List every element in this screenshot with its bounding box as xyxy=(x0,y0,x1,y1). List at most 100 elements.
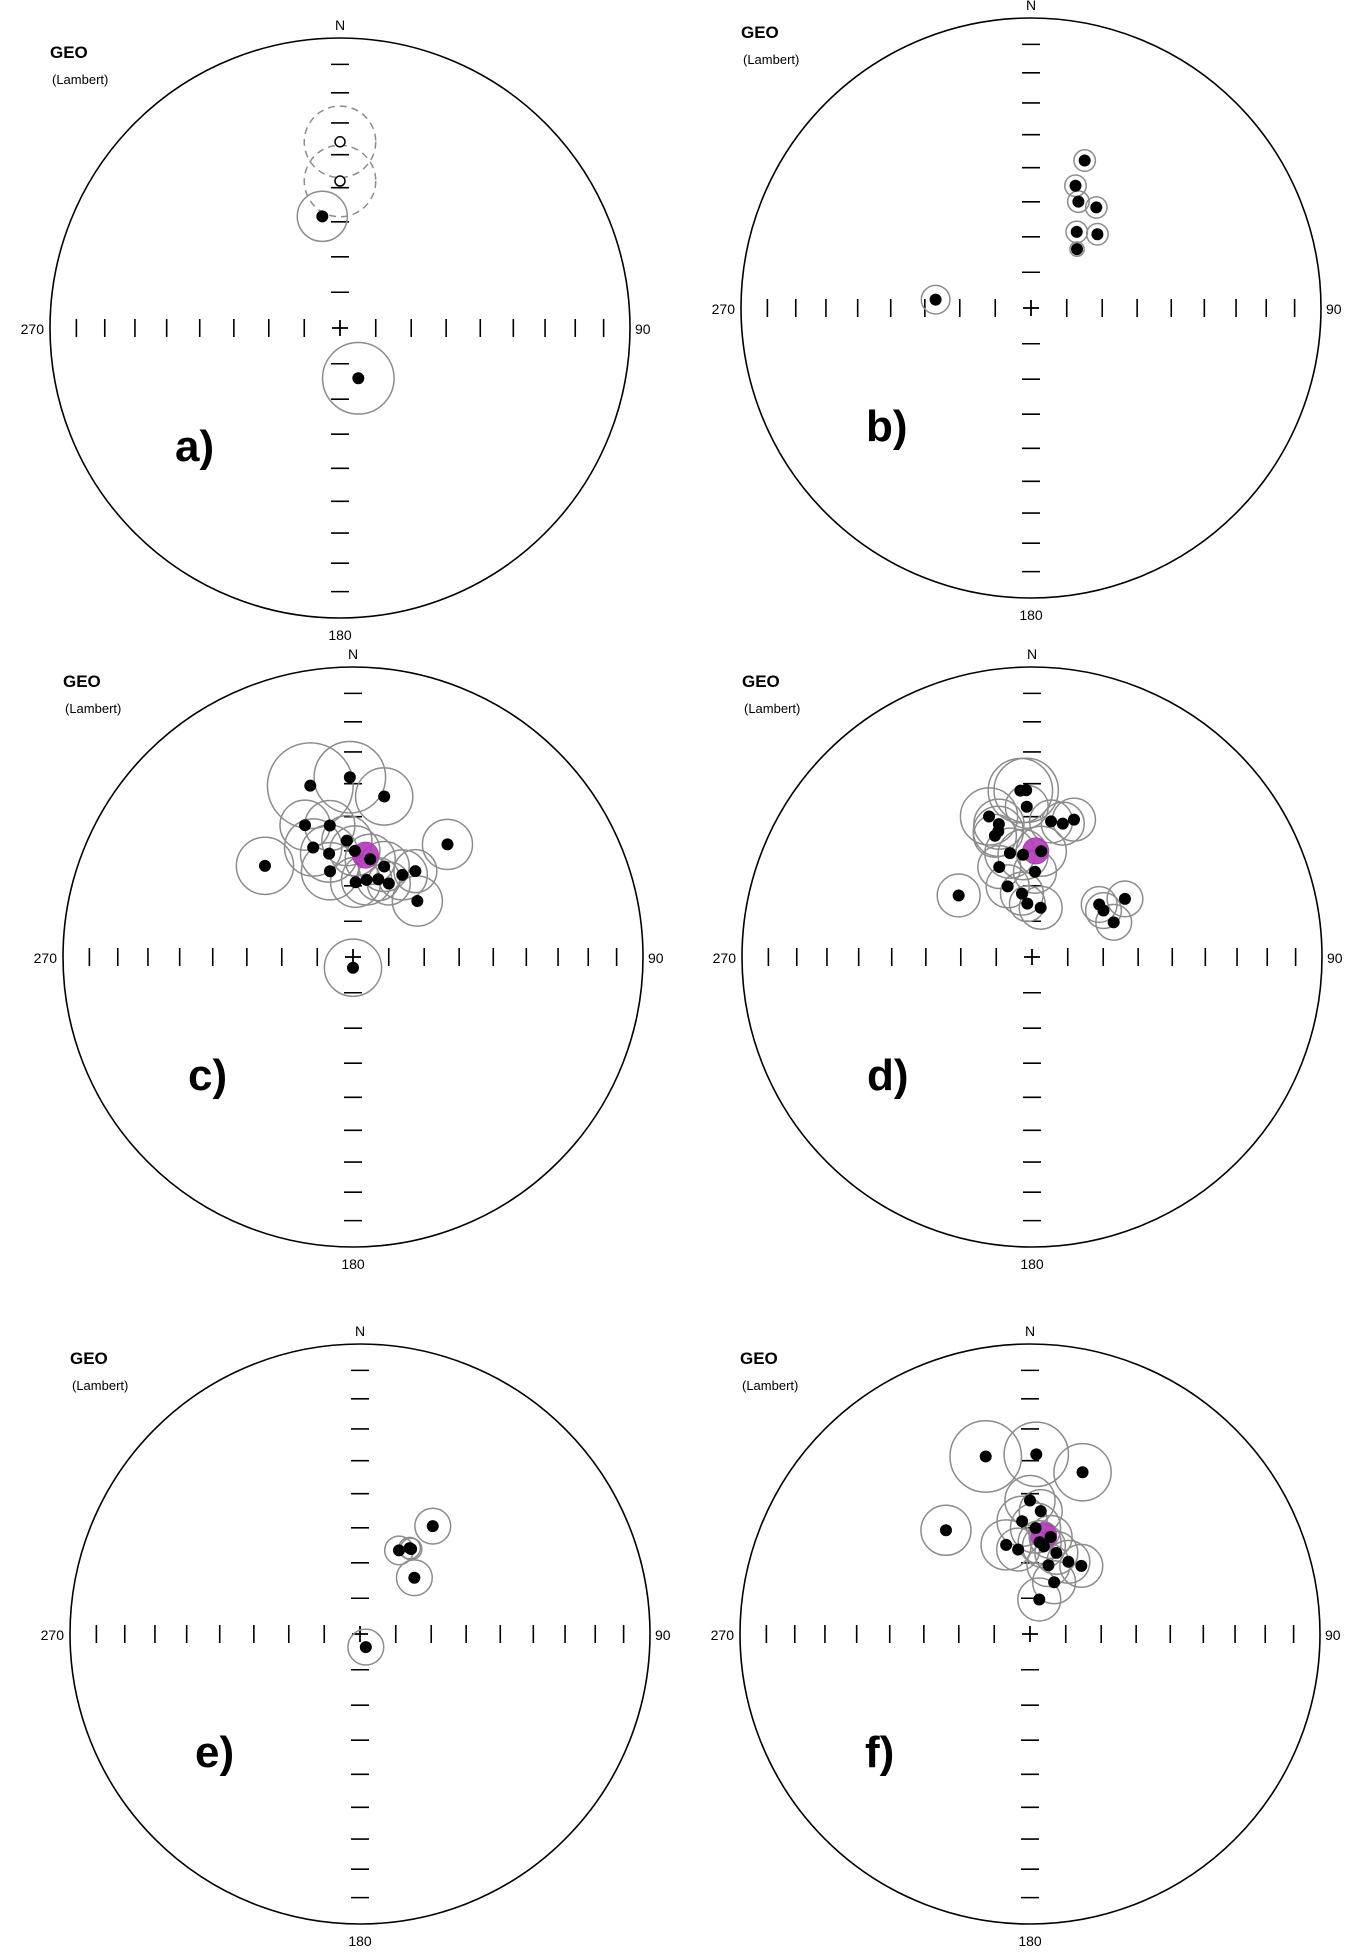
projection-sublabel: (Lambert) xyxy=(65,701,121,716)
confidence-circle xyxy=(1095,903,1133,941)
confidence-circle xyxy=(972,813,1018,859)
direction-point xyxy=(352,372,365,385)
confidence-circle xyxy=(1084,891,1123,930)
confidence-circle xyxy=(1106,880,1144,918)
primitive-circle xyxy=(739,1343,1321,1925)
direction-point xyxy=(1042,1559,1055,1572)
direction-point xyxy=(1029,1521,1042,1534)
direction-point xyxy=(348,844,361,857)
stereonet-panel-2: N 180 90 270 GEO (Lambert) b) xyxy=(712,0,1342,623)
direction-points xyxy=(316,136,365,385)
projection-label: GEO xyxy=(741,23,779,42)
direction-point xyxy=(378,790,391,803)
confidence-circle xyxy=(313,740,387,814)
label-north: N xyxy=(1026,0,1036,13)
label-east: 90 xyxy=(648,950,664,966)
direction-points xyxy=(359,1520,439,1654)
direction-point xyxy=(952,889,965,902)
label-west: 270 xyxy=(21,321,45,337)
label-west: 270 xyxy=(711,1627,735,1643)
label-south: 180 xyxy=(348,1933,372,1949)
primitive-circle xyxy=(49,37,631,619)
direction-point xyxy=(1091,228,1104,241)
direction-point-open xyxy=(334,136,346,148)
label-north: N xyxy=(1027,646,1037,662)
confidence-circle xyxy=(920,1504,972,1557)
direction-point xyxy=(360,873,373,886)
direction-point xyxy=(409,865,422,878)
direction-point xyxy=(1097,904,1110,917)
confidence-circle xyxy=(1073,149,1097,173)
confidence-circle xyxy=(1008,885,1046,923)
confidence-circle xyxy=(283,818,343,877)
direction-point xyxy=(1017,848,1030,861)
axis-ticks xyxy=(766,43,1296,573)
label-south: 180 xyxy=(341,1256,365,1272)
direction-points xyxy=(929,154,1104,306)
direction-point xyxy=(340,834,353,847)
direction-point xyxy=(426,1520,439,1533)
direction-point xyxy=(364,853,377,866)
direction-point xyxy=(347,961,359,974)
direction-point xyxy=(1107,916,1120,929)
direction-point xyxy=(1075,1559,1088,1572)
label-east: 90 xyxy=(655,1627,671,1643)
confidence-circle xyxy=(235,836,295,896)
direction-points xyxy=(939,1448,1089,1606)
direction-point xyxy=(316,210,329,223)
direction-points xyxy=(258,771,454,974)
direction-point xyxy=(408,1571,421,1584)
direction-point xyxy=(1034,901,1047,914)
primitive-circle xyxy=(69,1343,651,1925)
label-east: 90 xyxy=(1327,950,1343,966)
confidence-circle xyxy=(1040,801,1086,846)
direction-point xyxy=(411,895,424,908)
direction-point xyxy=(258,859,271,872)
panel-label: f) xyxy=(865,1728,894,1777)
axis-ticks xyxy=(767,692,1297,1222)
confidence-circle xyxy=(993,757,1060,824)
label-south: 180 xyxy=(1020,1256,1044,1272)
direction-point xyxy=(382,877,395,890)
direction-point xyxy=(1016,1515,1029,1528)
direction-point xyxy=(323,819,336,832)
label-south: 180 xyxy=(1019,607,1043,623)
label-north: N xyxy=(335,17,345,33)
projection-label: GEO xyxy=(70,1349,108,1368)
direction-point xyxy=(1033,1593,1046,1606)
direction-point xyxy=(349,876,362,889)
confidence-circle xyxy=(977,844,1022,890)
direction-point xyxy=(372,873,385,886)
confidence-circles xyxy=(936,757,1144,941)
confidence-circle xyxy=(354,767,414,826)
direction-point xyxy=(1076,1466,1089,1479)
label-east: 90 xyxy=(1325,1627,1341,1643)
confidence-circle xyxy=(1053,1442,1112,1502)
direction-point xyxy=(324,865,337,878)
direction-point xyxy=(1001,880,1014,893)
direction-point xyxy=(1037,1540,1050,1553)
axis-ticks xyxy=(88,692,618,1222)
direction-point xyxy=(1067,813,1080,826)
direction-point xyxy=(1056,817,1069,830)
panel-label: d) xyxy=(867,1051,909,1100)
direction-point xyxy=(1048,1576,1061,1589)
confidence-circle xyxy=(393,848,438,894)
confidence-circle xyxy=(1028,1514,1073,1560)
confidence-circle xyxy=(1004,1474,1056,1527)
confidence-circle xyxy=(421,818,474,871)
confidence-circles xyxy=(920,1419,1112,1622)
confidence-circle xyxy=(1015,825,1068,878)
projection-sublabel: (Lambert) xyxy=(742,1378,798,1393)
confidence-circle xyxy=(1059,1543,1104,1589)
label-south: 180 xyxy=(1018,1933,1042,1949)
stereonet-panel-5: N 180 90 270 GEO (Lambert) e) xyxy=(41,1323,671,1949)
confidence-circle xyxy=(1031,1560,1077,1605)
direction-point xyxy=(1045,815,1058,828)
projection-sublabel: (Lambert) xyxy=(744,701,800,716)
projection-sublabel: (Lambert) xyxy=(52,72,108,87)
direction-point xyxy=(1000,1538,1013,1551)
direction-point xyxy=(392,1544,405,1557)
